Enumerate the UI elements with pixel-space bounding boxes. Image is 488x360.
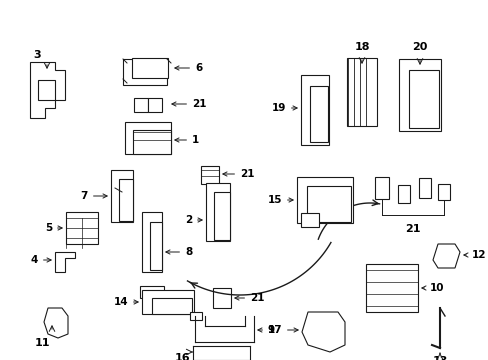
- Bar: [140, 286, 163, 298]
- Bar: [134, 98, 148, 112]
- Text: 3: 3: [33, 50, 41, 60]
- Text: 21: 21: [223, 169, 254, 179]
- Text: 2: 2: [184, 215, 202, 225]
- Bar: [301, 213, 318, 227]
- Text: 21: 21: [234, 293, 264, 303]
- Bar: [66, 212, 98, 244]
- Text: 15: 15: [267, 195, 292, 205]
- Bar: [132, 58, 168, 78]
- Bar: [365, 264, 417, 312]
- Bar: [374, 177, 388, 199]
- Bar: [205, 183, 229, 241]
- Bar: [142, 290, 194, 314]
- Text: 8: 8: [165, 247, 192, 257]
- Bar: [306, 186, 350, 222]
- Bar: [214, 192, 229, 240]
- Bar: [133, 130, 171, 154]
- Bar: [119, 179, 133, 221]
- Bar: [125, 122, 171, 154]
- Bar: [418, 178, 430, 198]
- Bar: [437, 184, 449, 200]
- Text: 10: 10: [421, 283, 444, 293]
- Text: 1: 1: [175, 135, 199, 145]
- Text: 12: 12: [463, 250, 486, 260]
- Bar: [213, 288, 230, 308]
- Text: 14: 14: [113, 297, 138, 307]
- Bar: [309, 86, 327, 142]
- Bar: [123, 59, 167, 85]
- Text: 6: 6: [175, 63, 202, 73]
- Bar: [111, 170, 133, 222]
- Bar: [397, 185, 409, 203]
- Text: 17: 17: [267, 325, 298, 335]
- Bar: [408, 70, 438, 128]
- Bar: [201, 166, 219, 184]
- Text: 21: 21: [405, 224, 420, 234]
- Text: 4: 4: [31, 255, 51, 265]
- Bar: [150, 222, 162, 270]
- Text: 9: 9: [257, 325, 275, 335]
- Bar: [296, 177, 352, 223]
- Bar: [152, 298, 192, 314]
- Bar: [142, 212, 162, 272]
- Bar: [398, 59, 440, 131]
- Text: 7: 7: [81, 191, 107, 201]
- Bar: [301, 75, 328, 145]
- Text: 21: 21: [171, 99, 206, 109]
- Text: 19: 19: [271, 103, 297, 113]
- Text: 13: 13: [431, 356, 447, 360]
- Bar: [346, 58, 376, 126]
- Text: 11: 11: [34, 338, 50, 348]
- Bar: [190, 312, 202, 320]
- Text: 20: 20: [411, 42, 427, 52]
- Text: 5: 5: [45, 223, 62, 233]
- Text: 16: 16: [174, 353, 190, 360]
- Text: 18: 18: [353, 42, 369, 52]
- Bar: [148, 98, 162, 112]
